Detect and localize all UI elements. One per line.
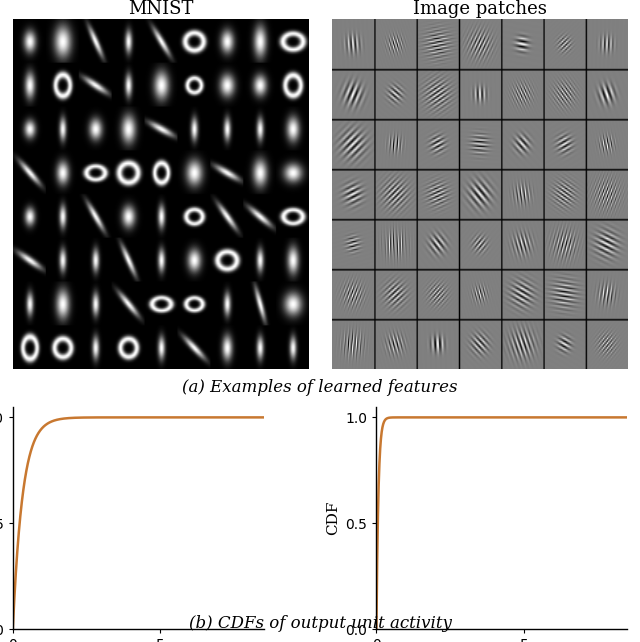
Title: Image patches: Image patches bbox=[413, 0, 547, 18]
Text: (b) CDFs of output unit activity: (b) CDFs of output unit activity bbox=[189, 616, 451, 632]
Y-axis label: CDF: CDF bbox=[326, 501, 340, 535]
Title: MNIST: MNIST bbox=[128, 0, 193, 18]
Text: (a) Examples of learned features: (a) Examples of learned features bbox=[182, 379, 458, 396]
